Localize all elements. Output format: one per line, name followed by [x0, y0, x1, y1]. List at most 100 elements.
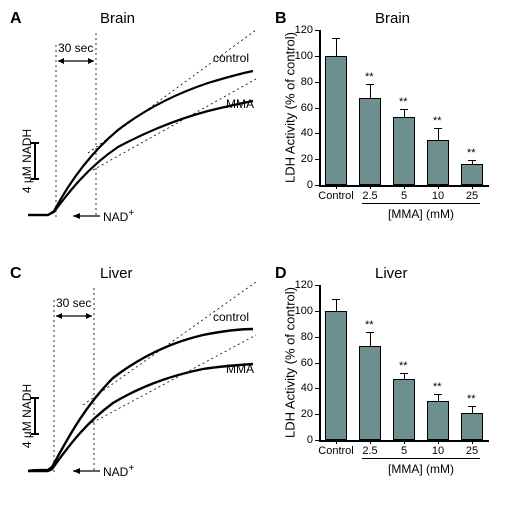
trace-area-c: 30 sec control MMA NAD+ 4 µM NADH: [28, 290, 258, 490]
y-axis-label-b: LDH Activity (% of control): [283, 22, 298, 192]
y-tick-d: [315, 337, 319, 338]
bar-b: [325, 56, 347, 185]
panel-title-d: Liver: [375, 265, 408, 282]
y-tick-label-d: 60: [301, 357, 313, 369]
mma-label-c: MMA: [226, 362, 254, 376]
x-tick-label-b: 5: [386, 190, 422, 202]
x-tick-label-d: Control: [318, 445, 354, 457]
trace-svg-a: [28, 35, 258, 235]
y-tick-d: [315, 363, 319, 364]
y-tick-label-b: 20: [301, 153, 313, 165]
errorcap-d: [366, 332, 374, 333]
y-tick-label-d: 40: [301, 382, 313, 394]
panel-c: C Liver 30 sec control MMA NAD+ 4 µM NAD…: [10, 265, 260, 505]
errorbar-d: [336, 299, 337, 311]
sig-marker-d: **: [365, 319, 374, 331]
errorcap-b: [434, 128, 442, 129]
x-tick-b: [438, 185, 439, 189]
y-tick-label-d: 0: [307, 434, 313, 446]
y-tick-d: [315, 311, 319, 312]
x-tick-label-d: 5: [386, 445, 422, 457]
errorbar-b: [404, 109, 405, 117]
y-tick-label-b: 80: [301, 76, 313, 88]
panel-letter-c: C: [10, 265, 22, 283]
y-tick-b: [315, 185, 319, 186]
bar-b: [359, 98, 381, 185]
sig-marker-b: **: [399, 96, 408, 108]
bar-d: [461, 413, 483, 440]
panel-a: A Brain 30 sec control MMA NAD+ 4 µM NAD…: [10, 10, 260, 250]
errorcap-d: [332, 299, 340, 300]
trace-area-a: 30 sec control MMA NAD+ 4 µM NADH: [28, 35, 258, 235]
bar-d: [325, 311, 347, 440]
x-tick-d: [370, 440, 371, 444]
errorcap-b: [366, 84, 374, 85]
scale-label-a: 4 µM NADH: [20, 121, 34, 201]
y-tick-b: [315, 82, 319, 83]
errorbar-b: [438, 128, 439, 140]
bar-b: [393, 117, 415, 185]
control-label-a: control: [213, 51, 249, 65]
bar-d: [427, 401, 449, 440]
time-label-a: 30 sec: [58, 41, 93, 55]
panel-b: BBrainLDH Activity (% of control)0204060…: [275, 10, 510, 250]
tangent-mma-a: [93, 79, 256, 170]
y-tick-label-b: 120: [295, 24, 313, 36]
sig-marker-b: **: [365, 71, 374, 83]
x-tick-d: [404, 440, 405, 444]
y-tick-label-d: 120: [295, 279, 313, 291]
bar-b: [461, 164, 483, 185]
y-axis-label-d: LDH Activity (% of control): [283, 277, 298, 447]
panel-title-b: Brain: [375, 10, 410, 27]
x-tick-b: [472, 185, 473, 189]
x-tick-b: [336, 185, 337, 189]
y-tick-label-b: 0: [307, 179, 313, 191]
y-tick-b: [315, 108, 319, 109]
x-tick-label-b: Control: [318, 190, 354, 202]
time-arrow-right-a: [88, 58, 94, 64]
x-tick-d: [336, 440, 337, 444]
y-tick-b: [315, 30, 319, 31]
nad-arrow-head-c: [73, 468, 80, 474]
tangent-mma-c: [88, 335, 256, 425]
x-axis-label-d: [MMA] (mM): [381, 462, 461, 476]
x-bracket-b: [362, 203, 480, 204]
y-tick-d: [315, 285, 319, 286]
sig-marker-b: **: [433, 115, 442, 127]
panel-title-liver-c: Liver: [100, 265, 133, 282]
x-tick-label-b: 10: [420, 190, 456, 202]
nad-label-c: NAD+: [103, 463, 134, 479]
errorcap-d: [400, 373, 408, 374]
y-tick-b: [315, 133, 319, 134]
errorcap-b: [400, 109, 408, 110]
y-axis-d: [319, 285, 321, 440]
y-tick-d: [315, 414, 319, 415]
y-axis-b: [319, 30, 321, 185]
control-label-c: control: [213, 310, 249, 324]
sig-marker-d: **: [399, 360, 408, 372]
time-arrow-left-a: [58, 58, 64, 64]
x-tick-label-d: 25: [454, 445, 490, 457]
x-tick-b: [370, 185, 371, 189]
y-tick-label-d: 80: [301, 331, 313, 343]
y-tick-label-d: 100: [295, 305, 313, 317]
sig-marker-d: **: [433, 381, 442, 393]
time-arrow-left-c: [56, 313, 62, 319]
mma-label-a: MMA: [226, 97, 254, 111]
nad-label-a: NAD+: [103, 208, 134, 224]
y-tick-label-b: 40: [301, 127, 313, 139]
x-tick-label-d: 10: [420, 445, 456, 457]
panel-d: DLiverLDH Activity (% of control)0204060…: [275, 265, 510, 505]
y-tick-d: [315, 440, 319, 441]
scale-label-c: 4 µM NADH: [20, 376, 34, 456]
x-tick-label-b: 25: [454, 190, 490, 202]
errorcap-b: [468, 160, 476, 161]
x-axis-label-b: [MMA] (mM): [381, 207, 461, 221]
trace-mma-c: [28, 364, 253, 471]
panel-title-brain-a: Brain: [100, 10, 135, 27]
trace-control-c: [28, 329, 253, 471]
time-arrow-right-c: [86, 313, 92, 319]
sig-marker-d: **: [467, 393, 476, 405]
x-tick-label-d: 2.5: [352, 445, 388, 457]
y-tick-label-b: 100: [295, 50, 313, 62]
